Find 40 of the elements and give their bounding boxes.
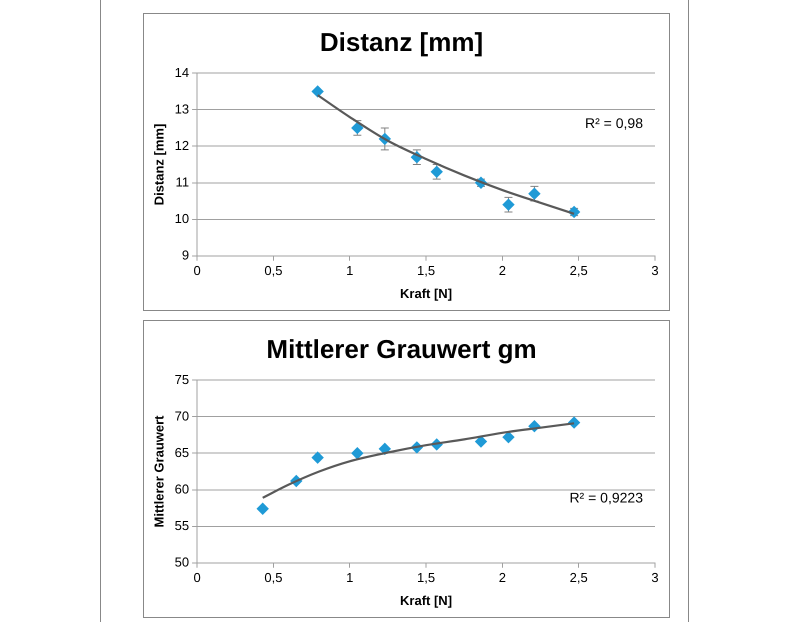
x-tick-label: 2	[498, 263, 506, 278]
y-tick-label: 75	[174, 372, 190, 387]
point	[502, 431, 514, 444]
x-tick-label: 0,5	[264, 570, 282, 586]
annotation: R² = 0,9223	[569, 490, 644, 506]
x-axis-title: Kraft [N]	[400, 286, 452, 301]
x-tick-label: 2,5	[570, 263, 588, 278]
y-tick-label: 70	[174, 408, 190, 424]
x-tick-label: 0	[193, 263, 201, 278]
point	[474, 436, 487, 448]
x-tick-label: 0,5	[264, 263, 282, 278]
point	[312, 452, 324, 464]
y-axis-title: Mittlerer Grauwert	[151, 414, 166, 528]
x-tick-label: 0	[193, 570, 201, 586]
x-tick-label: 3	[651, 263, 659, 278]
x-tick-label: 1	[346, 263, 354, 278]
y-tick-label: 50	[174, 554, 190, 570]
y-tick-label: 13	[174, 101, 190, 116]
y-tick-label: 14	[174, 64, 190, 80]
y-tick-label: 65	[174, 444, 190, 460]
y-tick-label: 55	[174, 518, 190, 533]
x-tick-label: 1,5	[416, 263, 436, 278]
y-tick-label: 11	[176, 174, 190, 190]
x-tick-label: 2,5	[570, 570, 588, 586]
x-tick-label: 3	[651, 570, 659, 586]
x-tick-label: 1,5	[416, 570, 436, 586]
point	[351, 447, 364, 460]
y-tick-label: 60	[174, 481, 190, 496]
y-tick-label: 9	[182, 247, 190, 262]
point	[312, 85, 324, 98]
y-tick-label: 10	[174, 210, 190, 226]
x-tick-label: 1	[346, 570, 354, 586]
y-tick-label: 12	[174, 138, 190, 153]
x-axis-title: Kraft [N]	[400, 592, 452, 608]
chart-title: Mittlerer Grauwert gm	[266, 334, 537, 364]
y-axis-title: Distanz [mm]	[151, 124, 166, 206]
chart-title: Distanz [mm]	[320, 26, 484, 57]
annotation: R² = 0,98	[585, 115, 644, 132]
x-tick-label: 2	[498, 570, 506, 586]
point	[256, 502, 269, 515]
